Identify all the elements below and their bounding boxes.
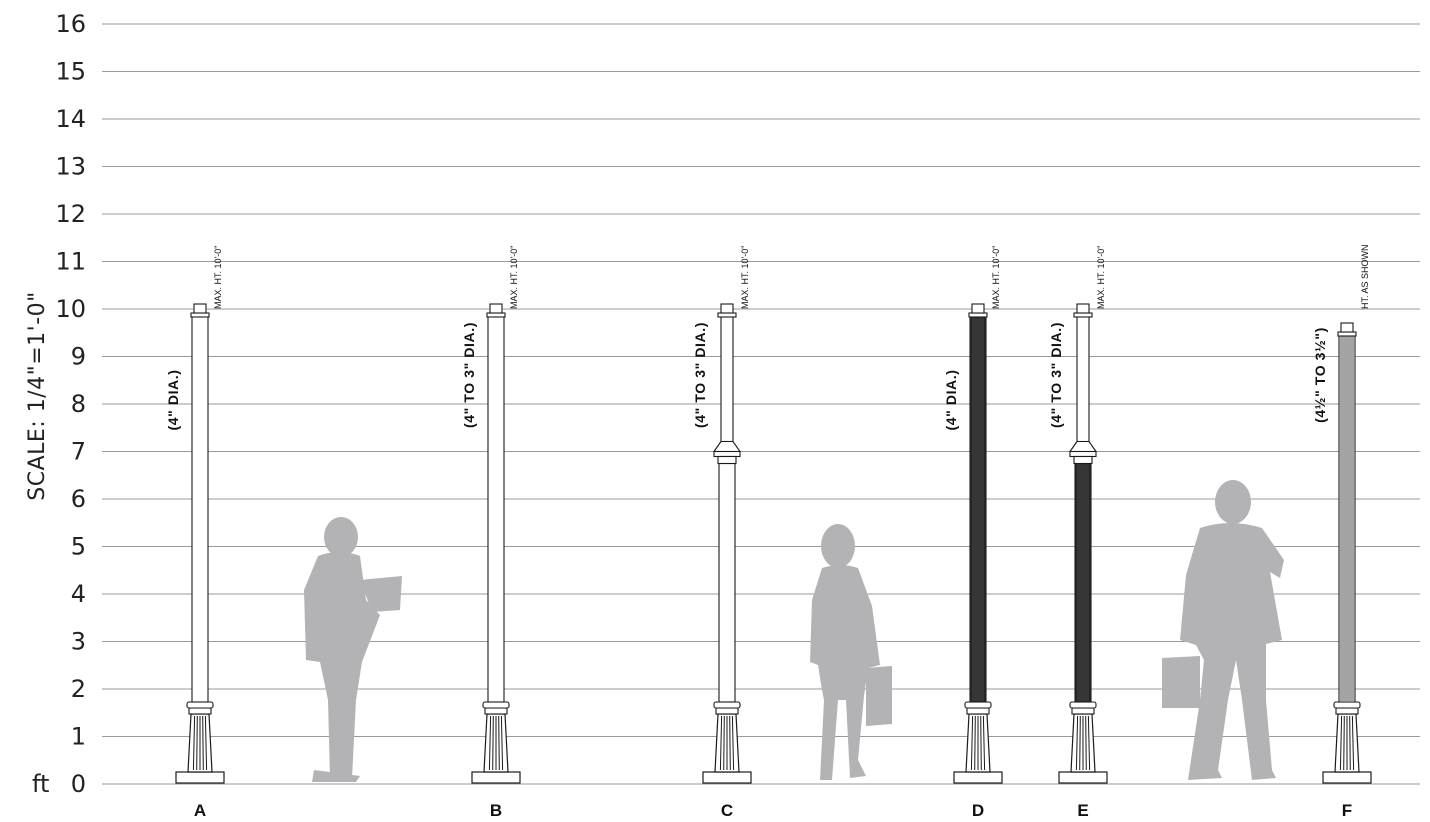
post-letter-label: D: [972, 801, 984, 820]
post-base-plate: [953, 771, 1003, 784]
post-b: B (4" TO 3" DIA.) MAX. HT. 10'-0": [461, 246, 521, 820]
post-height-note: MAX. HT. 10'-0": [1096, 246, 1106, 309]
post-letter-label: C: [721, 801, 733, 820]
post-height-note: MAX. HT. 10'-0": [509, 246, 519, 309]
y-tick-label: 15: [55, 58, 86, 86]
y-tick-label: 10: [55, 295, 86, 323]
post-shaft: [718, 462, 736, 703]
unit-label: ft: [32, 770, 49, 798]
post-top-cap: [1076, 303, 1090, 314]
posts: A (4" DIA.) MAX. HT. 10'-0" B (4" TO 3" DIA.…: [165, 244, 1372, 820]
post-top-cap: [720, 303, 734, 314]
post-diameter-label: (4" DIA.): [165, 369, 181, 430]
post-letter-label: B: [490, 801, 502, 820]
y-tick-label: 6: [71, 485, 86, 513]
y-tick-label: 1: [71, 723, 86, 751]
y-tick-label: 7: [71, 438, 86, 466]
post-a: A (4" DIA.) MAX. HT. 10'-0": [165, 246, 225, 820]
post-base-plate: [175, 771, 225, 784]
y-tick-label: 12: [55, 200, 86, 228]
y-tick-label: 16: [55, 10, 86, 38]
post-base-plate: [1322, 771, 1372, 784]
post-base-plate: [1058, 771, 1108, 784]
post-f: F (4½" TO 3½") HT. AS SHOWN: [1312, 244, 1372, 820]
woman-with-bag-silhouette: [810, 524, 892, 780]
y-tick-label: 0: [71, 770, 86, 798]
grid-lines: [102, 23, 1420, 785]
silhouettes: [304, 480, 1284, 782]
post-height-note: MAX. HT. 10'-0": [740, 246, 750, 309]
man-on-phone-silhouette: [1162, 480, 1284, 780]
y-tick-label: 2: [71, 675, 86, 703]
y-tick-label: 4: [71, 580, 86, 608]
post-shaft: [720, 314, 734, 443]
post-shaft: [1076, 314, 1090, 443]
post-letter-label: A: [194, 801, 206, 820]
post-shaft: [191, 314, 209, 703]
post-diameter-label: (4" TO 3" DIA.): [1048, 322, 1064, 428]
scale-label: SCALE: 1/4"=1'-0": [25, 291, 50, 501]
post-letter-label: E: [1077, 801, 1088, 820]
y-tick-label: 13: [55, 153, 86, 181]
y-tick-label: 5: [71, 533, 86, 561]
post-top-cap: [193, 303, 207, 314]
post-top-cap: [1340, 322, 1354, 333]
post-diameter-label: (4½" TO 3½"): [1312, 327, 1328, 423]
y-tick-label: 14: [55, 105, 86, 133]
post-height-note: MAX. HT. 10'-0": [991, 246, 1001, 309]
y-tick-label: 3: [71, 628, 86, 656]
post-height-note: MAX. HT. 10'-0": [213, 246, 223, 309]
post-base-plate: [702, 771, 752, 784]
y-tick-label: 11: [55, 248, 86, 276]
post-collar: [712, 440, 742, 453]
post-diameter-label: (4" TO 3" DIA.): [692, 322, 708, 428]
post-letter-label: F: [1342, 801, 1352, 820]
post-e: E (4" TO 3" DIA.) MAX. HT. 10'-0": [1048, 246, 1108, 820]
post-d: D (4" DIA.) MAX. HT. 10'-0": [943, 246, 1003, 820]
y-tick-label: 9: [71, 343, 86, 371]
post-top-cap: [489, 303, 503, 314]
post-c: C (4" TO 3" DIA.) MAX. HT. 10'-0": [692, 246, 752, 820]
y-tick-label: 8: [71, 390, 86, 418]
post-top-cap: [971, 303, 985, 314]
person-reading-silhouette: [304, 517, 402, 782]
post-collar: [1068, 440, 1098, 453]
post-diameter-label: (4" DIA.): [943, 369, 959, 430]
post-base-plate: [471, 771, 521, 784]
post-shaft: [487, 314, 505, 703]
post-height-note: HT. AS SHOWN: [1360, 244, 1370, 309]
post-diameter-label: (4" TO 3" DIA.): [461, 322, 477, 428]
